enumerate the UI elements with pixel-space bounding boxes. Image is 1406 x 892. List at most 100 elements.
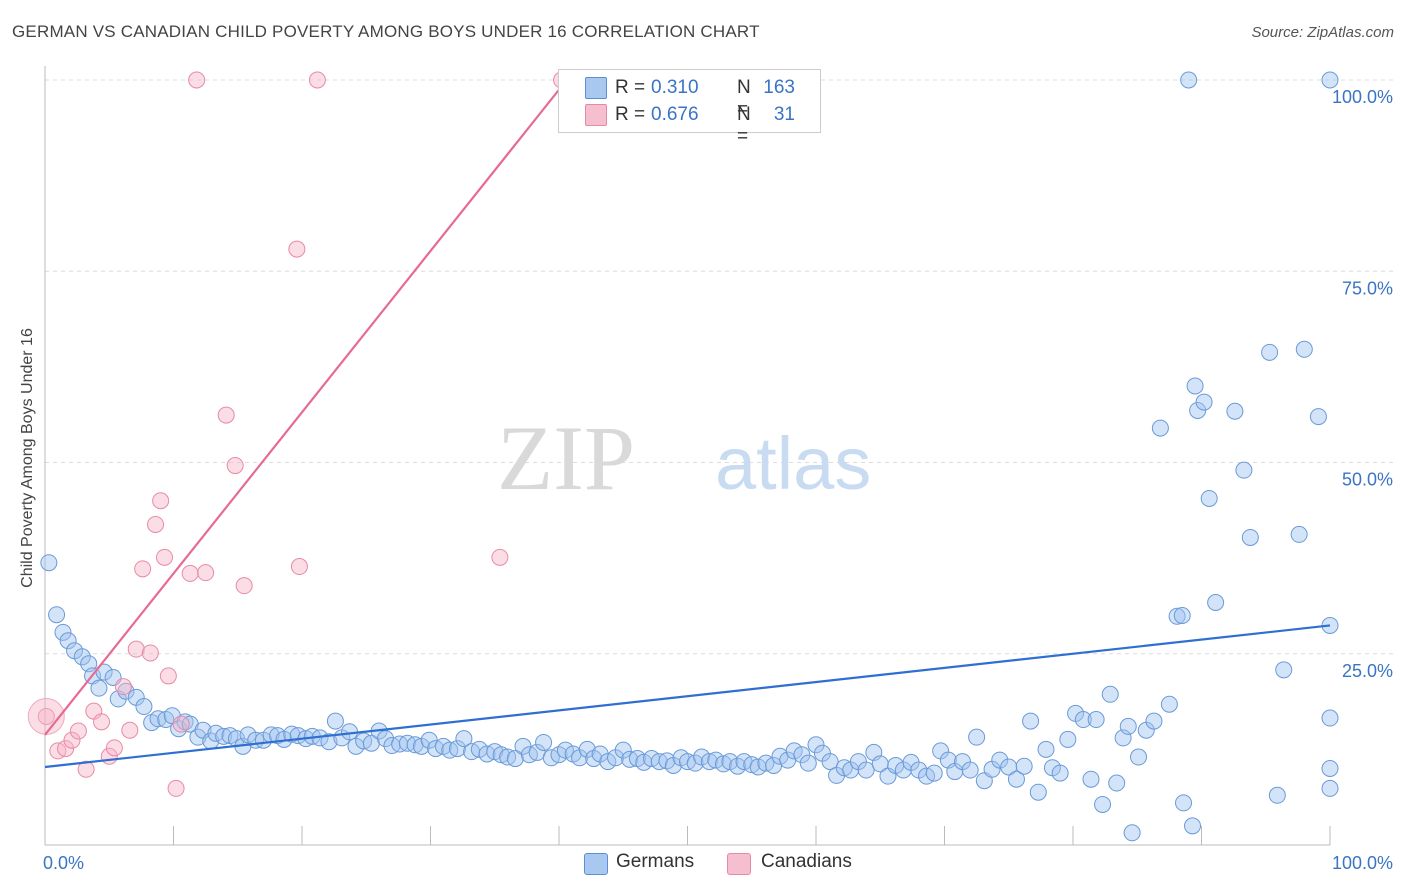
- watermark-zip: ZIP: [497, 407, 635, 509]
- data-point-german: [821, 753, 839, 771]
- data-point-german: [420, 731, 438, 749]
- data-point-canadian: [290, 558, 308, 576]
- data-point-german: [1189, 401, 1207, 419]
- data-point-german: [635, 753, 653, 771]
- data-point-canadian: [63, 731, 81, 749]
- data-point-german: [1186, 377, 1204, 395]
- data-point-canadian: [491, 548, 509, 566]
- data-point-german: [90, 679, 108, 697]
- data-point-german: [1184, 817, 1202, 835]
- watermark: ZIP atlas: [497, 407, 871, 509]
- data-point-german: [326, 712, 344, 730]
- data-point-german: [1119, 717, 1137, 735]
- data-point-canadian: [159, 667, 177, 685]
- data-point-canadian: [188, 71, 206, 89]
- data-point-german: [1130, 748, 1148, 766]
- data-point-german: [40, 554, 58, 572]
- data-point-german: [707, 751, 725, 769]
- data-point-german: [1275, 661, 1293, 679]
- bottom-swatch-canadians: [727, 853, 751, 875]
- y-axis-label: Child Poverty Among Boys Under 16: [19, 328, 36, 588]
- data-point-german: [492, 746, 510, 764]
- x-tick-label: 100.0%: [1332, 853, 1393, 873]
- x-tick-label: 0.0%: [43, 853, 84, 873]
- data-point-german: [799, 754, 817, 772]
- data-point-german: [857, 761, 875, 779]
- data-point-german: [714, 755, 732, 773]
- data-point-german: [1168, 607, 1186, 625]
- data-point-german: [1151, 419, 1169, 437]
- data-point-german: [135, 698, 153, 716]
- data-point-german: [1321, 760, 1339, 777]
- data-point-german: [1160, 695, 1178, 713]
- data-point-german: [1261, 343, 1279, 361]
- data-point-german: [835, 759, 853, 777]
- legend-r-label: R =: [615, 77, 646, 98]
- data-point-canadian: [152, 492, 170, 510]
- data-point-german: [700, 753, 718, 771]
- data-point-german: [1235, 461, 1253, 479]
- watermark-atlas: atlas: [715, 422, 871, 505]
- data-point-german: [1180, 71, 1198, 89]
- data-point-canadian: [93, 713, 111, 731]
- data-point-german: [73, 648, 91, 666]
- data-point-german: [320, 733, 338, 751]
- data-point-german: [1029, 783, 1047, 801]
- data-point-german: [1082, 770, 1100, 788]
- data-point-german: [54, 623, 72, 641]
- legend-r-label: R =: [615, 104, 646, 125]
- data-point-german: [1037, 740, 1055, 758]
- y-tick-label: 25.0%: [1342, 661, 1393, 681]
- bottom-swatch-germans: [584, 853, 608, 875]
- data-point-german: [1226, 402, 1244, 420]
- data-point-german: [1094, 795, 1112, 813]
- data-point-canadian: [226, 457, 244, 475]
- data-point-german: [1173, 607, 1191, 624]
- data-point-canadian: [141, 644, 159, 662]
- data-point-german: [1200, 489, 1218, 507]
- y-tick-label: 50.0%: [1342, 470, 1393, 490]
- data-point-german: [1074, 711, 1092, 729]
- series-germans: [40, 71, 1339, 842]
- data-point-german: [1123, 824, 1141, 842]
- data-point-german: [1015, 757, 1033, 775]
- bottom-legend-label-germans: Germans: [616, 851, 695, 872]
- data-point-canadian: [77, 760, 95, 778]
- data-point-german: [1268, 786, 1286, 804]
- data-point-german: [1241, 528, 1259, 546]
- data-point-canadian: [114, 678, 132, 696]
- data-point-german: [1321, 779, 1339, 797]
- data-point-german: [793, 746, 811, 764]
- data-point-german: [1000, 758, 1018, 776]
- data-point-canadian: [217, 406, 235, 424]
- trend-line-germans: [44, 624, 1331, 769]
- data-point-german: [48, 606, 66, 624]
- data-point-german: [506, 750, 524, 768]
- data-point-german: [1321, 71, 1339, 89]
- legend-n-label: N =: [737, 104, 751, 147]
- data-point-german: [455, 730, 473, 748]
- data-point-german: [117, 682, 135, 700]
- data-point-german: [189, 728, 207, 746]
- data-point-canadian: [172, 715, 190, 733]
- legend-r-value: 0.676: [651, 104, 699, 125]
- bottom-legend-germans: Germans: [584, 851, 714, 875]
- y-tick-label: 100.0%: [1332, 87, 1393, 107]
- data-point-german: [578, 740, 596, 758]
- trend-lines: [44, 79, 1331, 769]
- data-point-canadian: [37, 707, 55, 725]
- axes: [44, 66, 1331, 846]
- legend-r-value: 0.310: [651, 77, 699, 98]
- data-point-german: [686, 754, 704, 772]
- data-point-canadian: [147, 515, 165, 533]
- data-point-german: [1051, 764, 1069, 782]
- data-point-german: [1295, 340, 1313, 358]
- data-point-canadian: [181, 564, 199, 582]
- data-point-canadian: [127, 640, 145, 658]
- y-tick-label: 75.0%: [1342, 278, 1393, 298]
- chart-title: GERMAN VS CANADIAN CHILD POVERTY AMONG B…: [12, 22, 760, 41]
- bottom-legend-label-canadians: Canadians: [761, 851, 852, 872]
- data-point-german: [1175, 794, 1193, 812]
- data-point-german: [1101, 685, 1119, 703]
- tick-labels: 25.0% 50.0% 75.0% 100.0% 0.0% 100.0%: [43, 87, 1393, 873]
